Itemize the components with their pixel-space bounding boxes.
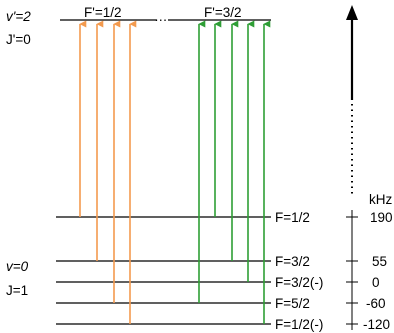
energy-value-0: 0 (372, 275, 380, 290)
upper-level-f-three-halves-label: F'=3/2 (204, 5, 241, 20)
upper-rotational-label: J'=0 (6, 32, 31, 47)
lower-level-f-three-halves-minus-label: F=3/2(-) (275, 275, 323, 290)
energy-value-minus-120: -120 (363, 317, 390, 332)
lower-level-f-half-label: F=1/2 (275, 210, 310, 225)
lower-level-f-five-halves-label: F=5/2 (275, 296, 310, 311)
lower-level-f-three-halves-label: F=3/2 (275, 254, 310, 269)
energy-axis-arrowhead (346, 5, 358, 20)
lower-level-f-half-minus-label: F=1/2(-) (275, 317, 323, 332)
lower-vibrational-label: v=0 (6, 259, 29, 274)
upper-level-separator: … (154, 9, 168, 24)
energy-axis-unit: kHz (369, 192, 392, 207)
energy-value-55: 55 (372, 254, 387, 269)
upper-level-f-half-label: F'=1/2 (84, 5, 121, 20)
energy-value-minus-60: -60 (366, 296, 386, 311)
lower-rotational-label: J=1 (6, 283, 28, 298)
upper-vibrational-label: v'=2 (6, 9, 31, 24)
energy-value-190: 190 (370, 210, 393, 225)
